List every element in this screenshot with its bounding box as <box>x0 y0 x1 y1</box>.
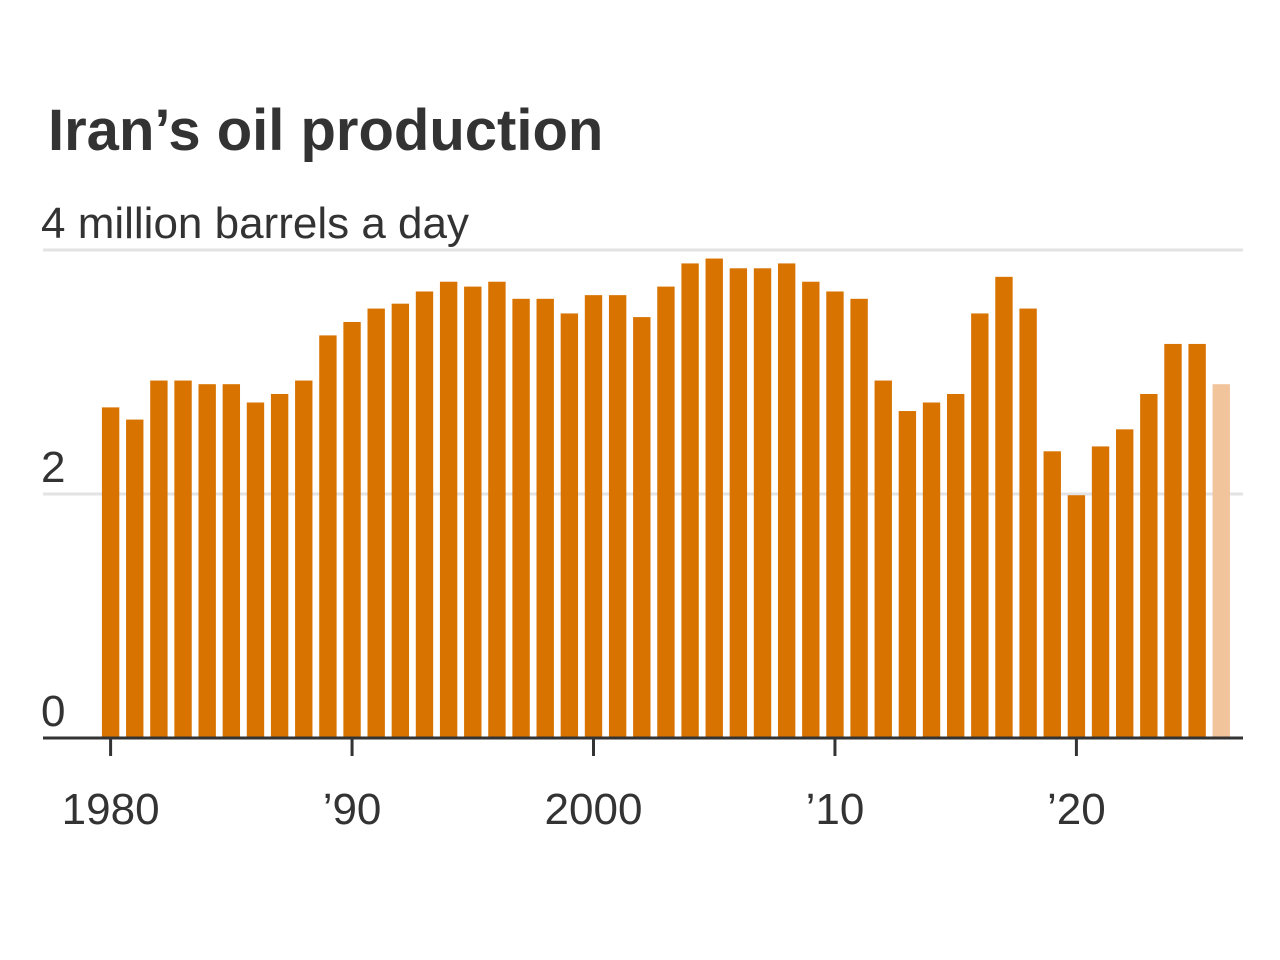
bar <box>198 384 216 738</box>
bar <box>174 380 192 738</box>
bar <box>295 380 313 738</box>
bar <box>922 402 941 738</box>
bar <box>681 263 699 738</box>
bar <box>729 268 748 738</box>
bar <box>270 393 289 738</box>
bar <box>391 303 410 738</box>
bar <box>126 419 144 738</box>
bar <box>850 298 868 738</box>
bar <box>1140 393 1158 738</box>
bar <box>898 411 917 738</box>
x-tick-label: ’20 <box>1047 785 1106 834</box>
bar <box>464 286 482 738</box>
bar <box>415 291 434 738</box>
y-tick-label: 2 <box>41 443 65 492</box>
bar <box>1164 343 1182 738</box>
bar <box>246 402 265 738</box>
bar <box>874 380 892 738</box>
x-tick-label: ’90 <box>323 785 382 834</box>
bar <box>584 295 603 738</box>
bar <box>608 295 627 738</box>
y-tick-label: 0 <box>41 687 65 736</box>
bar <box>439 281 458 738</box>
bar <box>971 313 989 738</box>
bar <box>488 281 506 738</box>
bar <box>222 384 241 738</box>
bar <box>536 298 554 738</box>
bar <box>777 263 796 738</box>
x-tick-label: ’10 <box>806 785 865 834</box>
bar <box>512 298 530 738</box>
bar <box>705 258 723 738</box>
bar <box>1212 384 1230 738</box>
bar <box>753 268 772 738</box>
bar <box>150 380 168 738</box>
bar <box>826 291 844 738</box>
bar <box>946 393 965 738</box>
chart-title: Iran’s oil production <box>48 98 603 163</box>
bar <box>367 308 385 738</box>
bar <box>995 276 1013 738</box>
bar <box>633 317 651 738</box>
bar <box>1043 451 1061 738</box>
bar <box>1067 495 1086 738</box>
bar <box>1019 308 1037 738</box>
y-tick-label: 4 million barrels a day <box>41 199 469 248</box>
bar <box>1115 429 1134 738</box>
bar <box>101 407 120 738</box>
x-tick-label: 1980 <box>62 785 160 834</box>
bar <box>1188 343 1206 738</box>
bar <box>319 335 337 738</box>
bar <box>343 321 361 738</box>
x-tick-label: 2000 <box>545 785 643 834</box>
bar <box>657 286 675 738</box>
bar <box>802 281 820 738</box>
bar <box>560 313 579 738</box>
bar <box>1091 446 1110 738</box>
